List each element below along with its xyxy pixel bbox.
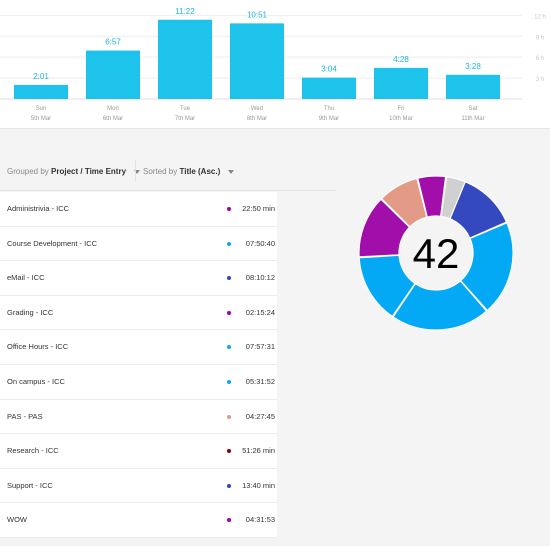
donut-slice[interactable]: [358, 254, 416, 318]
list-item[interactable]: Grading - ICC 02:15:24: [0, 296, 277, 331]
donut-center-value: 42: [413, 230, 460, 277]
list-item[interactable]: Research - ICC 51:26 min: [0, 434, 277, 469]
entry-duration: 13:40 min: [242, 480, 275, 490]
bar-value-label: 3:28: [465, 62, 481, 71]
group-by-dropdown[interactable]: Grouped by Project / Time Entry: [7, 167, 141, 176]
bar-wed: [230, 23, 284, 99]
list-item[interactable]: Administrivia - ICC 22:50 min: [0, 192, 277, 227]
entry-duration: 05:31:52: [245, 376, 275, 386]
entry-title: Office Hours - ICC: [7, 342, 69, 352]
x-date-label: 8th Mar: [247, 116, 267, 122]
x-date-label: 11th Mar: [461, 116, 484, 122]
time-entry-list: Administrivia - ICC 22:50 min Course Devel…: [0, 192, 277, 538]
controls-separator: [135, 160, 136, 182]
chevron-down-icon: [228, 169, 235, 174]
bar-value-label: 3:04: [321, 65, 337, 74]
project-color-dot: [227, 483, 231, 488]
bar-value-label: 10:51: [247, 10, 268, 19]
x-date-label: 10th Mar: [389, 116, 413, 122]
sort-by-dropdown[interactable]: Sorted by Title (Asc.): [143, 167, 235, 176]
project-color-dot: [227, 345, 231, 350]
bar-tue: [158, 19, 212, 100]
entry-duration: 08:10:12: [245, 273, 275, 283]
group-by-prefix: Grouped by: [7, 167, 49, 176]
donut-slice[interactable]: [358, 198, 411, 258]
list-controls: Grouped by Project / Time Entry Sorted b…: [0, 160, 336, 190]
y-tick-label: 9 h: [536, 35, 544, 41]
x-day-label: Tue: [180, 106, 191, 112]
y-tick-label: 3 h: [536, 77, 544, 83]
list-item[interactable]: PAS - PAS 04:27:45: [0, 400, 277, 435]
entry-title: WOW: [7, 515, 27, 525]
entry-duration: 07:50:40: [245, 238, 275, 248]
group-by-value: Project / Time Entry: [51, 167, 127, 176]
entry-title: Course Development - ICC: [7, 238, 98, 248]
y-tick-label: 6 h: [536, 56, 544, 62]
bar-mon: [86, 50, 140, 99]
bar-value-label: 2:01: [33, 72, 49, 81]
x-day-label: Fri: [398, 106, 405, 112]
bar-fri: [374, 67, 428, 99]
donut-slice[interactable]: [459, 222, 514, 312]
x-date-label: 7th Mar: [175, 116, 195, 122]
x-date-label: 5th Mar: [31, 116, 51, 122]
donut-slice[interactable]: [392, 280, 488, 331]
bar-sun: [14, 84, 68, 99]
entry-title: PAS - PAS: [7, 411, 43, 421]
entry-duration: 04:27:45: [245, 411, 275, 421]
project-donut-chart: 42: [358, 175, 514, 331]
controls-divider: [0, 190, 336, 191]
y-tick-label: 12 h: [534, 14, 546, 20]
project-color-dot: [227, 310, 231, 315]
bar-thu: [302, 77, 356, 99]
sort-by-value: Title (Asc.): [179, 167, 221, 176]
entry-title: eMail - ICC: [7, 273, 45, 283]
x-date-label: 6th Mar: [103, 116, 123, 122]
x-day-label: Sat: [468, 106, 477, 112]
x-date-label: 9th Mar: [319, 116, 339, 122]
x-day-label: Thu: [324, 106, 334, 112]
project-color-dot: [227, 518, 231, 523]
project-color-dot: [227, 449, 231, 454]
chevron-down-icon: [134, 169, 141, 174]
chart-divider: [0, 128, 550, 129]
entry-duration: 07:57:31: [245, 342, 275, 352]
x-day-label: Mon: [107, 106, 119, 112]
entry-duration: 51:26 min: [242, 446, 275, 456]
project-color-dot: [227, 414, 231, 419]
bar-value-label: 6:57: [105, 38, 121, 47]
entry-duration: 02:15:24: [245, 307, 275, 317]
entry-title: Grading - ICC: [7, 307, 54, 317]
bar-value-label: 4:28: [393, 55, 409, 64]
daily-hours-bar-chart: 12 h 9 h 6 h 3 h 2:01 Sun 5th Mar 6:57 Mon 6th Ma…: [0, 7, 546, 122]
project-color-dot: [227, 207, 231, 211]
sort-by-prefix: Sorted by: [143, 167, 178, 176]
bar-sat: [446, 74, 500, 99]
x-day-label: Sun: [36, 106, 47, 112]
donut-slice[interactable]: [440, 176, 467, 220]
list-item[interactable]: WOW 04:31:53: [0, 503, 277, 538]
list-item[interactable]: Office Hours - ICC 07:57:31: [0, 330, 277, 365]
entry-title: On campus - ICC: [7, 376, 65, 386]
project-color-dot: [227, 241, 231, 246]
entry-title: Support - ICC: [7, 480, 53, 490]
x-day-label: Wed: [251, 106, 263, 112]
project-color-dot: [227, 379, 231, 384]
entry-title: Research - ICC: [7, 446, 59, 456]
entry-title: Administrivia - ICC: [7, 204, 70, 213]
list-item[interactable]: eMail - ICC 08:10:12: [0, 261, 277, 296]
bar-value-label: 11:22: [175, 7, 195, 16]
entry-duration: 04:31:53: [245, 515, 275, 525]
project-color-dot: [227, 276, 231, 281]
list-item[interactable]: Course Development - ICC 07:50:40: [0, 227, 277, 262]
donut-slice[interactable]: [380, 177, 428, 228]
list-item[interactable]: On campus - ICC 05:31:52: [0, 365, 277, 400]
entry-duration: 22:50 min: [242, 204, 275, 213]
list-item[interactable]: Support - ICC 13:40 min: [0, 469, 277, 504]
